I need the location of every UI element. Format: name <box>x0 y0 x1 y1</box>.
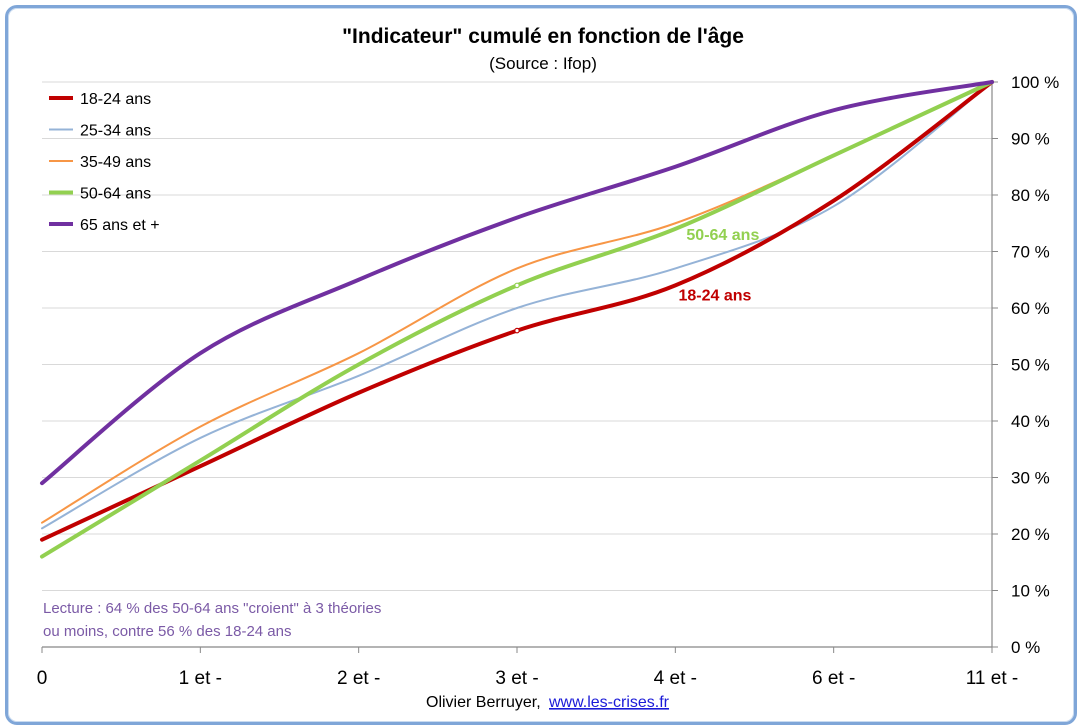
series-lines: 50-64 ans 18-24 ans <box>40 80 994 559</box>
x-tick-label: 3 et - <box>495 668 538 689</box>
reading-note-line-2: ou moins, contre 56 % des 18-24 ans <box>43 623 291 640</box>
x-tick-label: 0 <box>37 668 48 689</box>
x-tick-label: 1 et - <box>179 668 222 689</box>
x-tick-label: 11 et - <box>966 668 1018 689</box>
y-tick-label: 60 % <box>1011 299 1050 318</box>
y-tick-label: 50 % <box>1011 356 1050 375</box>
legend-label: 25-34 ans <box>80 123 151 140</box>
y-tick-label: 100 % <box>1011 73 1059 92</box>
gridlines <box>42 81 992 591</box>
series-line-65-ans-et <box>40 80 994 486</box>
legend: 18-24 ans 25-34 ans 35-49 ans 50-64 ans 65 a… <box>49 91 160 234</box>
chart-subtitle: (Source : Ifop) <box>489 54 597 73</box>
series-annotation: 18-24 ans <box>679 288 752 305</box>
y-tick-label: 20 % <box>1011 525 1050 544</box>
series-annotation: 50-64 ans <box>686 227 759 244</box>
credit-link[interactable]: www.les-crises.fr <box>548 694 670 711</box>
x-tick-label: 4 et - <box>654 668 697 689</box>
credit-author: Olivier Berruyer, <box>426 694 541 711</box>
axes: 0 % 10 % 20 % 30 % 40 % 50 % 60 % 70 % 80 % 90 % 1… <box>37 73 1059 689</box>
y-tick-label: 80 % <box>1011 186 1050 205</box>
legend-label: 50-64 ans <box>80 186 151 203</box>
x-tick-label: 2 et - <box>337 668 380 689</box>
series-line-50-64-ans <box>40 80 994 559</box>
y-tick-label: 40 % <box>1011 412 1050 431</box>
data-marker <box>514 327 520 334</box>
y-tick-label: 10 % <box>1011 582 1050 601</box>
legend-label: 18-24 ans <box>80 91 151 108</box>
y-tick-label: 90 % <box>1011 130 1050 149</box>
legend-label: 35-49 ans <box>80 154 151 171</box>
x-tick-label: 6 et - <box>812 668 855 689</box>
chart-title: "Indicateur" cumulé en fonction de l'âge <box>342 25 744 48</box>
y-tick-label: 70 % <box>1011 243 1050 262</box>
y-tick-label: 0 % <box>1011 638 1040 657</box>
y-tick-label: 30 % <box>1011 469 1050 488</box>
reading-note-line-1: Lecture : 64 % des 50-64 ans "croient" à… <box>43 600 381 617</box>
legend-label: 65 ans et + <box>80 217 160 234</box>
data-marker <box>514 282 520 289</box>
series-line-25-34-ans <box>41 81 993 530</box>
